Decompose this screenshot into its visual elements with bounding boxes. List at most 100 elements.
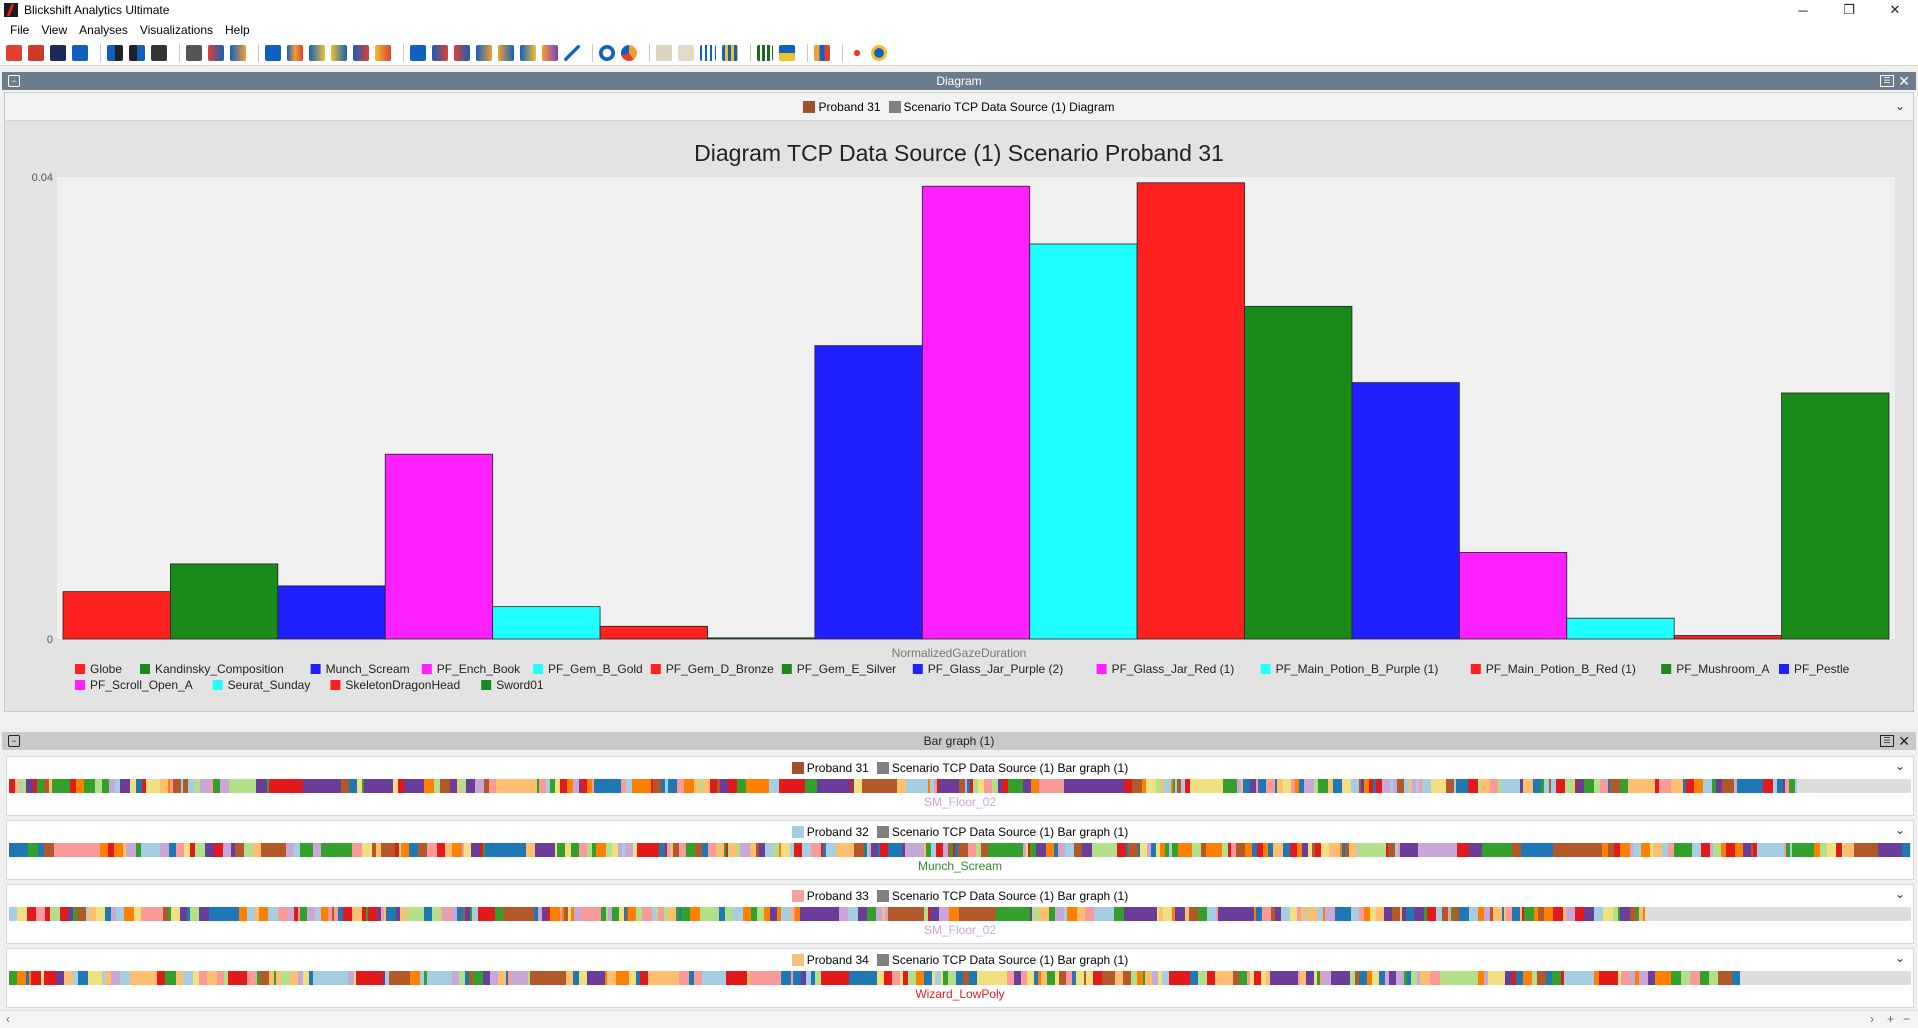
scenario-legend-item[interactable]: Scenario TCP Data Source (1) Bar graph (… <box>876 761 1128 775</box>
restore-icon[interactable]: ❐ <box>1843 2 1855 17</box>
legend-item-proband[interactable]: Proband 31 <box>803 100 881 114</box>
proband-legend-item[interactable]: Proband 33 <box>791 889 869 903</box>
strip-segment <box>823 843 826 857</box>
node-graph-icon[interactable] <box>410 44 426 61</box>
proband-legend-item[interactable]: Proband 32 <box>791 825 869 839</box>
strip-segment <box>794 843 802 857</box>
pattern-search-icon[interactable] <box>107 44 123 61</box>
strip-segment <box>27 907 36 921</box>
save-icon[interactable] <box>72 44 88 61</box>
new-project-icon[interactable] <box>6 44 22 61</box>
diagram-panel-header[interactable]: − Diagram ☰ ✕ <box>2 72 1916 90</box>
scenario-legend-item[interactable]: Scenario TCP Data Source (1) Bar graph (… <box>876 953 1128 967</box>
column-bars-icon[interactable] <box>520 44 536 61</box>
strip-segment <box>770 907 777 921</box>
strip-segment <box>779 779 805 793</box>
strip-segment <box>1454 779 1456 793</box>
group-icon[interactable] <box>230 44 246 61</box>
legend-item-scenario[interactable]: Scenario TCP Data Source (1) Diagram <box>888 100 1115 114</box>
scenario-legend-item[interactable]: Scenario TCP Data Source (1) Bar graph (… <box>876 889 1128 903</box>
chevron-down-icon[interactable]: ⌄ <box>1894 759 1905 773</box>
panel-settings-icon[interactable]: ☰ <box>1880 75 1894 87</box>
bar-graph-row[interactable]: Proband 34 Scenario TCP Data Source (1) B… <box>6 948 1914 1008</box>
strip-segment <box>124 907 134 921</box>
badge-icon[interactable] <box>871 44 887 61</box>
open-project-icon[interactable] <box>28 44 44 61</box>
menu-visualizations[interactable]: Visualizations <box>139 23 213 37</box>
close-icon[interactable]: ✕ <box>1889 2 1901 17</box>
query-icon[interactable] <box>129 44 145 61</box>
zoom-in-icon[interactable]: + <box>1886 1012 1894 1026</box>
scenario-legend-item[interactable]: Scenario TCP Data Source (1) Bar graph (… <box>876 825 1128 839</box>
export-icon[interactable] <box>50 44 66 61</box>
cluster-icon[interactable] <box>432 44 448 61</box>
bar-graph-row[interactable]: Proband 32 Scenario TCP Data Source (1) B… <box>6 820 1914 880</box>
sequence-strip[interactable] <box>9 907 1645 921</box>
menu-file[interactable]: File <box>10 23 30 37</box>
aoi-icon[interactable] <box>454 44 470 61</box>
image-view-icon[interactable] <box>779 44 795 61</box>
sequence-strip[interactable] <box>9 971 1740 985</box>
collapse-icon[interactable]: − <box>8 75 20 87</box>
strip-segment <box>1291 779 1295 793</box>
scroll-right-icon[interactable]: › <box>1870 1012 1874 1026</box>
panel-close-icon[interactable]: ✕ <box>1898 733 1910 749</box>
proband-legend-item[interactable]: Proband 31 <box>791 761 869 775</box>
spreadsheet-icon[interactable] <box>757 44 773 61</box>
sum-icon[interactable] <box>186 44 202 61</box>
strip-segment <box>321 907 328 921</box>
proband-legend-item[interactable]: Proband 34 <box>791 953 869 967</box>
heatmap-disabled-icon[interactable] <box>656 44 672 61</box>
horizontal-scrollbar[interactable]: ‹ › + − <box>0 1010 1918 1028</box>
chevron-down-icon[interactable]: ⌄ <box>1894 823 1905 837</box>
strip-segment <box>290 971 298 985</box>
filter-icon[interactable] <box>265 44 281 61</box>
grid-stats-icon[interactable] <box>208 44 224 61</box>
strip-segment <box>1266 779 1275 793</box>
timeline-icon[interactable] <box>309 44 325 61</box>
sequence-strip[interactable] <box>9 779 1797 793</box>
panel-close-icon[interactable]: ✕ <box>1898 73 1910 89</box>
strip-segment <box>1712 779 1716 793</box>
strip-segment <box>120 971 127 985</box>
chevron-down-icon[interactable]: ⌄ <box>1894 887 1905 901</box>
menu-view[interactable]: View <box>41 23 68 37</box>
strip-segment <box>1329 843 1333 857</box>
collapse-icon[interactable]: − <box>8 735 20 747</box>
chevron-down-icon[interactable]: ⌄ <box>1894 99 1905 113</box>
parallel-icon[interactable] <box>542 44 558 61</box>
strip-segment <box>44 843 54 857</box>
columns-table-icon[interactable] <box>722 44 738 61</box>
bars-icon[interactable] <box>287 44 303 61</box>
minimize-icon[interactable]: ─ <box>1798 2 1808 18</box>
compare-icon[interactable] <box>151 44 167 61</box>
strip-segment <box>1686 779 1694 793</box>
app-logo-icon <box>4 3 18 17</box>
strip-segment <box>550 779 555 793</box>
pie-icon[interactable] <box>621 44 637 61</box>
table-icon[interactable] <box>700 44 716 61</box>
line-icon[interactable] <box>564 44 580 61</box>
menu-analyses[interactable]: Analyses <box>79 23 128 37</box>
scanpath-icon[interactable] <box>331 44 347 61</box>
panel-settings-icon[interactable]: ☰ <box>1880 735 1894 747</box>
chevron-down-icon[interactable]: ⌄ <box>1894 951 1905 965</box>
ring-icon[interactable] <box>599 44 615 61</box>
matrix-icon[interactable] <box>498 44 514 61</box>
strip-segment <box>1175 907 1185 921</box>
strip-segment <box>557 843 565 857</box>
sequence-strip[interactable] <box>9 843 1911 857</box>
strip-segment <box>1520 907 1522 921</box>
gaze-disabled-icon[interactable] <box>678 44 694 61</box>
zoom-out-icon[interactable]: − <box>1902 1012 1910 1026</box>
network-icon[interactable] <box>849 44 865 61</box>
toggle-icon[interactable] <box>375 44 391 61</box>
bar-graph-row[interactable]: Proband 33 Scenario TCP Data Source (1) B… <box>6 884 1914 944</box>
transition-icon[interactable] <box>476 44 492 61</box>
bar-chart-icon[interactable] <box>814 44 830 61</box>
sequence-icon[interactable] <box>353 44 369 61</box>
bar-graph-panel-header[interactable]: − Bar graph (1) ☰ ✕ <box>2 732 1916 750</box>
menu-help[interactable]: Help <box>225 23 250 37</box>
bar-graph-row[interactable]: Proband 31 Scenario TCP Data Source (1) B… <box>6 756 1914 816</box>
scroll-left-icon[interactable]: ‹ <box>6 1012 10 1026</box>
